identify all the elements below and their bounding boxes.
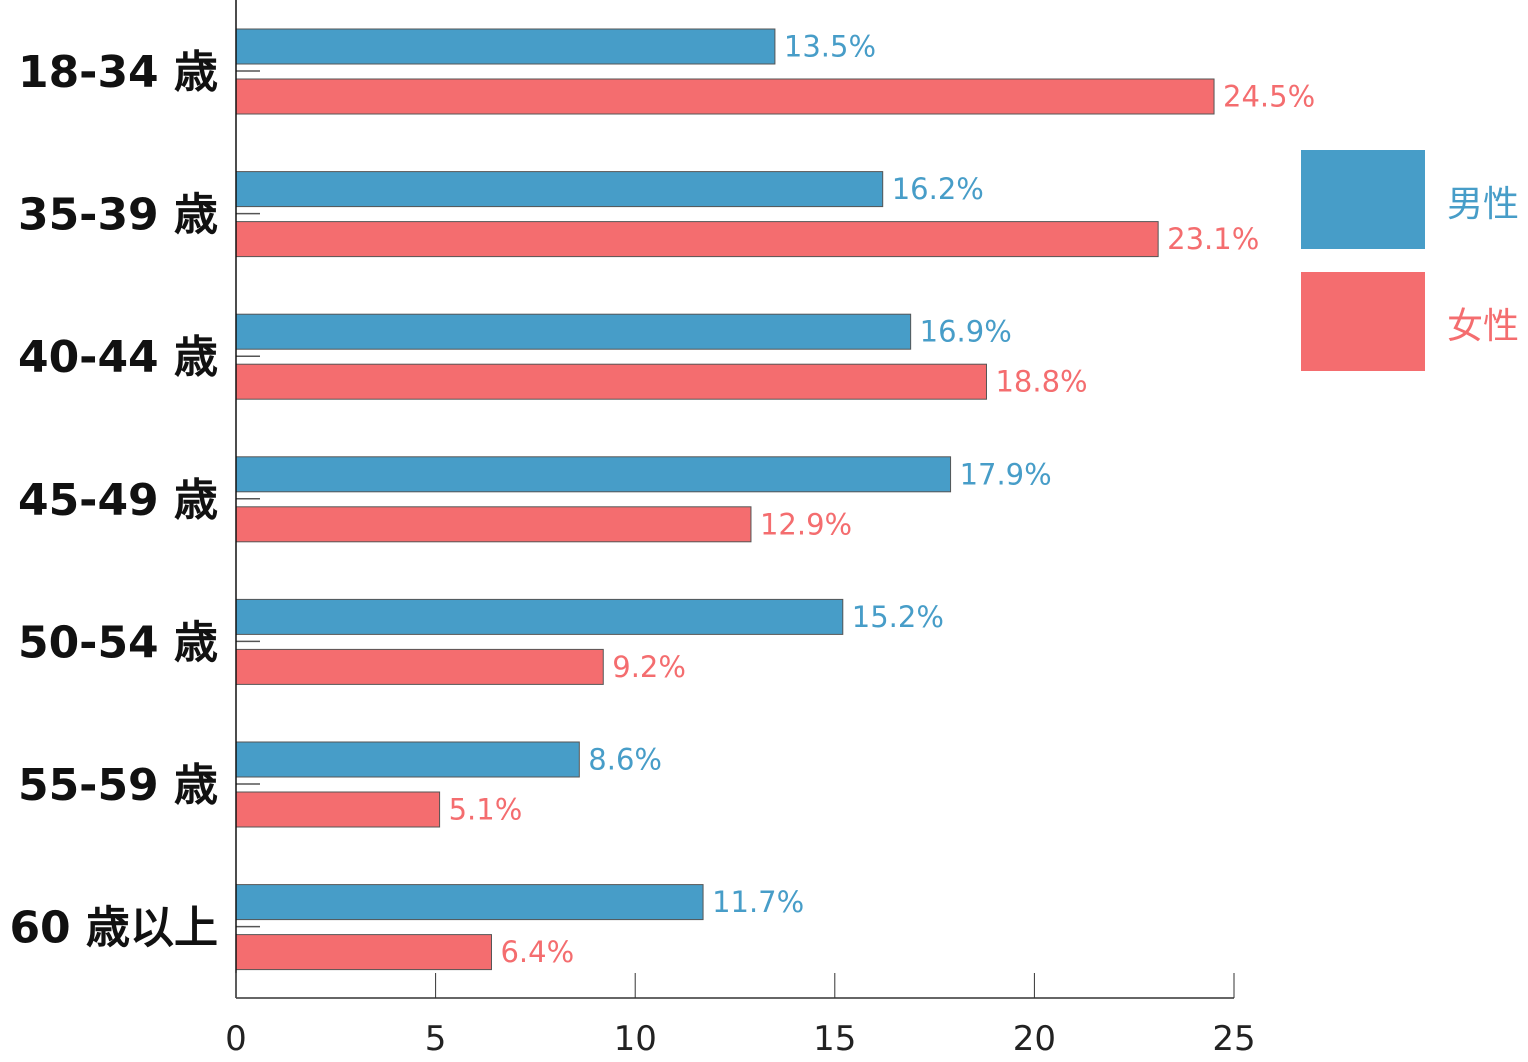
legend-swatch-male (1301, 150, 1425, 249)
bar-male (235, 884, 704, 921)
category-labels-layer: 18-34 歳 35-39 歳 40-44 歳 45-49 歳 50-54 歳 55-59… (9, 47, 218, 954)
bar-male (235, 598, 844, 635)
category-label: 55-59 歳 (18, 760, 218, 811)
category-label: 50-54 歳 (18, 617, 218, 668)
bars-layer (235, 28, 1215, 971)
category-label: 18-34 歳 (18, 47, 218, 98)
legend-label-female: 女性 (1447, 306, 1519, 347)
bar-female (235, 506, 752, 543)
bar-female (235, 363, 987, 400)
value-label: 16.9% (920, 315, 1012, 349)
value-label: 18.8% (995, 365, 1087, 399)
value-label: 24.5% (1223, 80, 1315, 114)
bar-male (235, 313, 912, 350)
bar-female (235, 221, 1159, 258)
axes-layer: 0 5 10 15 20 25 (225, 0, 1256, 1059)
legend-swatch-female (1301, 272, 1425, 371)
value-label: 23.1% (1167, 222, 1259, 256)
bar-female (235, 791, 441, 828)
bar-female (235, 934, 492, 971)
value-label: 15.2% (852, 600, 944, 634)
value-label: 5.1% (449, 793, 523, 827)
value-label: 6.4% (500, 935, 574, 969)
legend-label-male: 男性 (1447, 184, 1519, 225)
bar-female (235, 78, 1215, 115)
value-label: 8.6% (588, 743, 662, 777)
value-label: 16.2% (892, 172, 984, 206)
x-tick-label: 10 (614, 1019, 657, 1059)
x-tick-label: 15 (813, 1019, 856, 1059)
value-label: 12.9% (760, 507, 852, 541)
bar-male (235, 28, 776, 65)
x-tick-label: 0 (225, 1019, 247, 1059)
bar-male (235, 741, 580, 778)
value-label: 9.2% (612, 650, 686, 684)
value-label: 17.9% (960, 457, 1052, 491)
x-tick-label: 25 (1212, 1019, 1255, 1059)
bar-female (235, 648, 604, 685)
category-label: 45-49 歳 (18, 475, 218, 526)
category-label: 60 歳以上 (9, 903, 218, 954)
x-tick-label: 20 (1013, 1019, 1056, 1059)
bar-male (235, 456, 952, 493)
x-tick-label: 5 (425, 1019, 447, 1059)
bar-male (235, 171, 884, 208)
category-label: 35-39 歳 (18, 190, 218, 241)
category-label: 40-44 歳 (18, 332, 218, 383)
value-label: 11.7% (712, 885, 804, 919)
value-label: 13.5% (784, 30, 876, 64)
value-labels-layer: 13.5% 24.5% 16.2% 23.1% 16.9% 18.8% 17.9% 12.9%… (449, 30, 1316, 970)
